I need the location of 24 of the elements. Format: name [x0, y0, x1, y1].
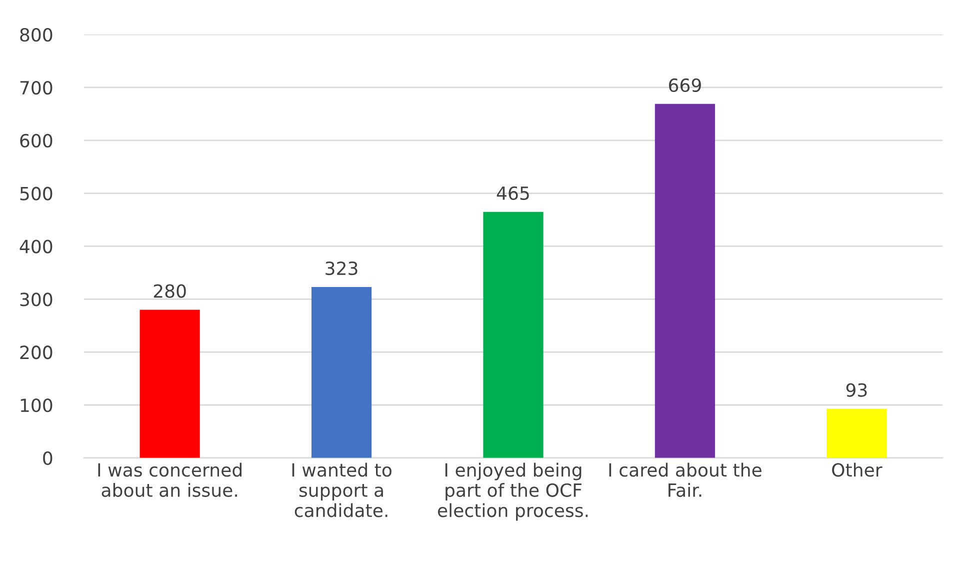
x-tick-label: Other: [832, 462, 882, 477]
data-label: 323: [326, 262, 358, 276]
data-label: 465: [496, 186, 529, 200]
data-label: 669: [669, 78, 701, 92]
bar: [311, 286, 372, 458]
bar: [654, 104, 716, 458]
x-tick-label: I cared about the Fair.: [609, 462, 762, 497]
bar: [483, 212, 544, 458]
y-tick-label: 600: [20, 134, 52, 148]
x-tick-label: I wanted to support a candidate.: [292, 462, 392, 518]
bar: [826, 408, 887, 458]
x-tick-label: I enjoyed being part of the OCF election process.: [438, 462, 588, 521]
y-tick-label: 300: [20, 292, 52, 306]
y-tick-label: 0: [43, 451, 52, 466]
y-tick-label: 700: [20, 80, 52, 95]
y-tick-label: 400: [20, 240, 52, 254]
y-tick-label: 500: [20, 186, 52, 200]
y-tick-label: 200: [20, 346, 52, 360]
y-tick-label: 800: [20, 28, 52, 42]
data-label: 280: [154, 284, 186, 298]
y-tick-label: 100: [20, 398, 52, 412]
x-tick-label: I was concerned about an issue.: [98, 462, 242, 497]
bar: [140, 310, 200, 458]
data-label: 93: [846, 383, 867, 397]
